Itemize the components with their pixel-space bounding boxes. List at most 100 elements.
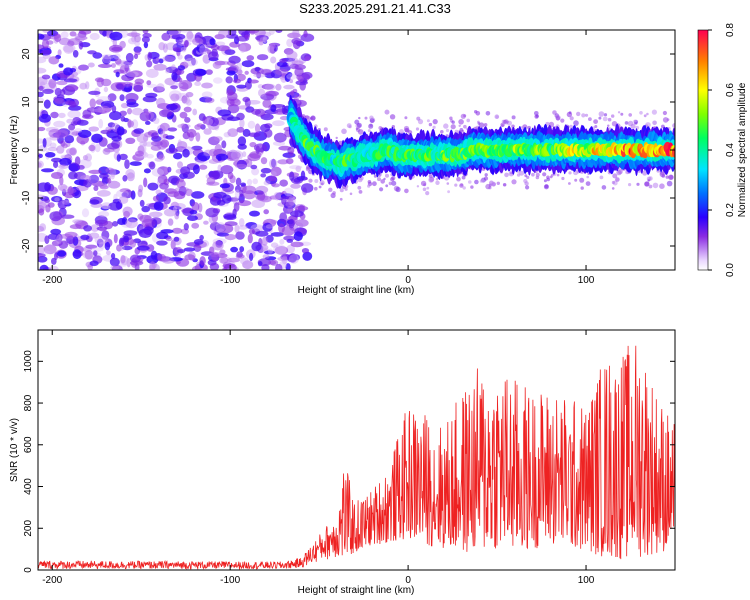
signal-halo: [485, 111, 491, 116]
noise-blob: [152, 117, 160, 125]
noise-blob: [116, 154, 121, 162]
noise-blob: [56, 80, 68, 86]
noise-blob: [99, 227, 107, 232]
noise-blob: [239, 118, 245, 129]
snr-data: [38, 345, 675, 570]
signal-halo: [647, 179, 650, 182]
noise-blob: [71, 71, 79, 77]
noise-blob: [235, 254, 245, 259]
signal-halo: [294, 95, 298, 99]
noise-blob: [93, 185, 99, 191]
noise-blob: [129, 161, 142, 167]
noise-blob: [93, 250, 98, 257]
signal-halo: [542, 172, 547, 177]
noise-blob: [125, 218, 138, 229]
noise-blob: [165, 68, 170, 74]
signal-halo: [468, 180, 472, 184]
signal-halo: [607, 124, 610, 127]
noise-blob: [286, 50, 298, 60]
noise-blob: [124, 159, 130, 170]
signal-halo: [523, 178, 528, 184]
noise-blob: [179, 82, 189, 92]
noise-blob: [209, 221, 221, 231]
noise-blob: [57, 49, 62, 56]
noise-blob: [275, 83, 282, 91]
noise-blob: [301, 183, 314, 193]
noise-blob: [286, 238, 294, 243]
noise-blob: [118, 237, 125, 247]
signal-halo: [652, 120, 657, 126]
noise-blob: [255, 35, 269, 41]
noise-blob: [241, 60, 255, 68]
figure-title: S233.2025.291.21.41.C33: [299, 1, 451, 16]
colorbar-tick-label: 0.0: [725, 263, 736, 277]
signal-halo: [449, 116, 453, 120]
noise-blob: [201, 91, 213, 99]
noise-blob: [68, 171, 78, 180]
noise-blob: [54, 252, 58, 260]
noise-blob: [247, 153, 261, 162]
signal-halo: [319, 180, 325, 186]
noise-blob: [277, 256, 289, 261]
noise-blob: [53, 120, 66, 128]
noise-blob: [283, 235, 296, 241]
noise-blob: [223, 213, 237, 220]
noise-blob: [155, 189, 162, 195]
noise-blob: [268, 248, 273, 254]
noise-blob: [227, 149, 239, 160]
signal-halo: [463, 124, 467, 129]
noise-blob: [237, 200, 252, 207]
noise-blob: [116, 126, 125, 136]
noise-blob: [137, 188, 143, 198]
noise-blob: [146, 80, 152, 86]
noise-blob: [212, 240, 224, 251]
noise-blob: [258, 40, 264, 46]
noise-blob: [58, 112, 66, 119]
noise-blob: [116, 189, 129, 198]
noise-blob: [296, 176, 308, 181]
noise-blob: [63, 44, 74, 55]
noise-blob: [62, 200, 70, 205]
noise-blob: [288, 218, 295, 229]
noise-blob: [38, 225, 45, 233]
signal-halo: [404, 116, 408, 120]
noise-blob: [203, 149, 214, 157]
noise-blob: [38, 33, 45, 40]
signal-halo: [560, 118, 565, 123]
noise-blob: [262, 254, 270, 259]
noise-blob: [209, 262, 220, 270]
noise-blob: [88, 174, 100, 184]
noise-blob: [194, 81, 202, 86]
signal-halo: [607, 117, 612, 122]
signal-halo: [425, 191, 430, 196]
noise-blob: [170, 93, 180, 102]
signal-halo: [483, 123, 488, 127]
noise-blob: [63, 78, 78, 83]
noise-blob: [40, 250, 51, 255]
noise-blob: [172, 47, 181, 52]
signal-halo: [601, 185, 607, 190]
noise-blob: [247, 178, 253, 186]
signal-halo: [454, 183, 458, 187]
noise-blob: [89, 98, 96, 108]
noise-blob: [186, 128, 197, 138]
signal-halo: [574, 178, 578, 182]
noise-blob: [191, 57, 196, 66]
noise-blob: [47, 146, 58, 152]
signal-halo: [368, 123, 374, 129]
noise-blob: [177, 139, 182, 146]
noise-blob: [237, 143, 247, 150]
noise-blob: [158, 58, 164, 64]
noise-blob: [261, 236, 268, 246]
noise-blob: [59, 157, 72, 166]
signal-halo: [385, 173, 389, 178]
noise-blob: [110, 173, 115, 180]
noise-blob: [226, 70, 236, 76]
noise-blob: [262, 36, 268, 44]
noise-blob: [125, 92, 139, 102]
noise-blob: [275, 68, 289, 76]
noise-blob: [147, 182, 159, 191]
noise-blob: [262, 222, 273, 232]
noise-blob: [208, 51, 219, 61]
noise-blob: [143, 226, 154, 236]
